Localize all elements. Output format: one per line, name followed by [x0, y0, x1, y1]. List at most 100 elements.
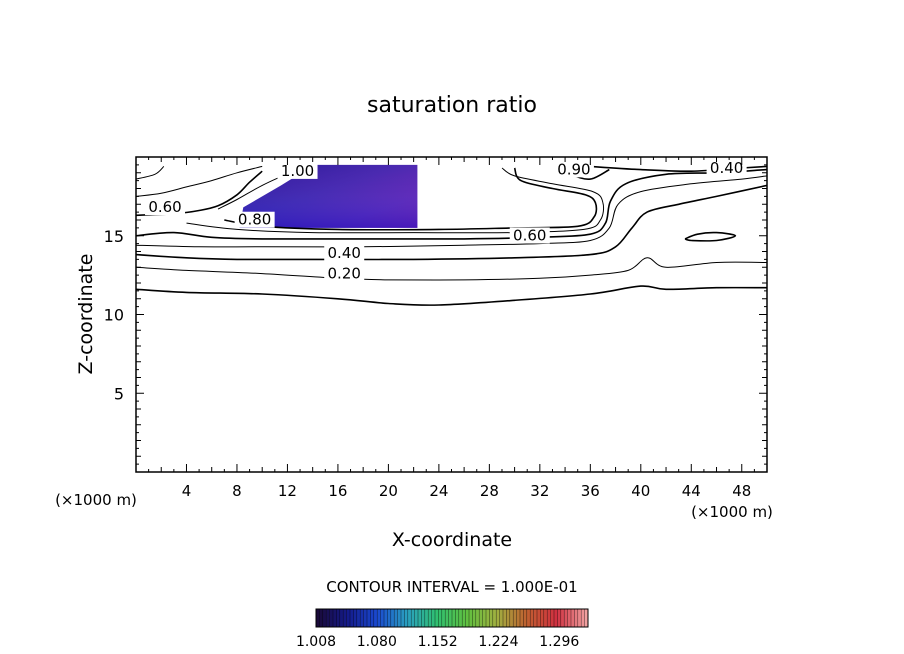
- colorbar-cell: [414, 609, 419, 627]
- y-unit-label: (×1000 m): [55, 491, 137, 509]
- contour-labels: 0.20 0.40 0.60 0.80 0.40 0.60 0.90 1.00: [145, 159, 747, 282]
- colorbar-cell: [319, 609, 323, 627]
- colorbar-cell: [424, 609, 429, 627]
- colorbar-cell: [462, 609, 466, 627]
- colorbar-cell: [445, 609, 449, 627]
- contour-line-3: [136, 175, 767, 248]
- contour-label-bg-14: [553, 161, 594, 178]
- colorbar-cell: [509, 609, 514, 627]
- colorbar-cell: [407, 609, 412, 627]
- colorbar-cell: [387, 609, 391, 627]
- contour-line-10: [136, 165, 263, 197]
- y-axis-label: Z-coordinate: [75, 254, 97, 375]
- colorbar-cell: [520, 609, 524, 627]
- colorbar-cells: [315, 609, 589, 627]
- colorbar-cell: [377, 609, 381, 627]
- x-tick-label: 24: [429, 482, 448, 500]
- colorbar-cell: [431, 609, 436, 627]
- colorbar-cell: [373, 609, 378, 627]
- colorbar-cell: [370, 609, 374, 627]
- contour-label-bg-15: [277, 162, 318, 179]
- colorbar-cell: [537, 609, 541, 627]
- colorbar-cell: [394, 609, 398, 627]
- contour-line-8: [590, 165, 767, 173]
- x-tick-label: 8: [232, 482, 242, 500]
- colorbar-cell: [577, 609, 582, 627]
- colorbar-cell: [499, 609, 504, 627]
- contour-label-bg-0: [324, 265, 365, 282]
- contour-line-1: [136, 257, 767, 281]
- colorbar-tick-labels: 1.008 1.080 1.152 1.224 1.296: [296, 634, 579, 650]
- colorbar-cell: [560, 609, 565, 627]
- contour-label-15: 1.00: [281, 162, 314, 180]
- colorbar-cell: [489, 609, 493, 627]
- x-tick-label: 48: [732, 482, 751, 500]
- contour-line-13: [684, 231, 737, 242]
- colorbar: 1.008 1.080 1.152 1.224 1.296: [296, 608, 589, 650]
- colorbar-cell: [465, 609, 470, 627]
- colorbar-cell: [367, 609, 371, 627]
- colorbar-cell: [455, 609, 459, 627]
- colorbar-tick-label: 1.296: [539, 634, 579, 650]
- x-unit-label: (×1000 m): [691, 503, 773, 521]
- contour-label-8: 0.40: [710, 159, 743, 177]
- colorbar-cell: [322, 609, 327, 627]
- x-tick-label: 12: [278, 482, 297, 500]
- colorbar-cell: [438, 609, 442, 627]
- colorbar-cell: [329, 609, 334, 627]
- x-tick-label: 32: [530, 482, 549, 500]
- colorbar-cell: [346, 609, 351, 627]
- colorbar-cell: [458, 609, 463, 627]
- x-tick-label: 44: [682, 482, 701, 500]
- contour-label-bg-4: [509, 227, 550, 244]
- colorbar-tick-label: 1.080: [357, 634, 397, 650]
- colorbar-cell: [550, 609, 555, 627]
- contour-label-0: 0.20: [328, 264, 361, 282]
- x-tick-label: 40: [631, 482, 650, 500]
- colorbar-cell: [547, 609, 551, 627]
- colorbar-cell: [316, 609, 320, 627]
- colorbar-cell: [360, 609, 364, 627]
- colorbar-cell: [350, 609, 354, 627]
- colorbar-cell: [506, 609, 510, 627]
- plot-area: 0.20 0.40 0.60 0.80 0.40 0.60 0.90 1.00: [136, 159, 767, 306]
- colorbar-cell: [452, 609, 456, 627]
- contour-line-6: [224, 167, 598, 231]
- colorbar-cell: [421, 609, 425, 627]
- contour-line-2: [136, 184, 767, 261]
- contour-interval-label: CONTOUR INTERVAL = 1.000E-01: [326, 578, 577, 596]
- colorbar-tick-label: 1.224: [478, 634, 518, 650]
- y-tick-label: 10: [104, 306, 124, 325]
- colorbar-cell: [404, 609, 408, 627]
- colorbar-cell: [418, 609, 422, 627]
- colorbar-frame: [315, 608, 589, 628]
- x-tick-label: 28: [480, 482, 499, 500]
- colorbar-cell: [384, 609, 388, 627]
- y-axis-ticks: 5 10 15: [104, 164, 767, 465]
- x-tick-label: 20: [379, 482, 398, 500]
- contour-label-4: 0.60: [513, 226, 546, 244]
- colorbar-cell: [343, 609, 347, 627]
- colorbar-cell: [492, 609, 497, 627]
- contour-line-11: [136, 166, 165, 180]
- contour-label-14: 0.90: [557, 160, 590, 178]
- colorbar-cell: [339, 609, 344, 627]
- colorbar-cell: [435, 609, 439, 627]
- colorbar-cell: [533, 609, 538, 627]
- colorbar-cell: [513, 609, 517, 627]
- x-axis-ticks: 4 8 12 16 20 24 28 32 36 40 44 48: [148, 157, 755, 500]
- colorbar-cell: [326, 609, 330, 627]
- colorbar-cell: [554, 609, 558, 627]
- colorbar-cell: [567, 609, 572, 627]
- colorbar-cell: [356, 609, 361, 627]
- supersaturated-region-shading: [239, 164, 418, 228]
- plot-frame: [135, 156, 768, 473]
- colorbar-cell: [581, 609, 585, 627]
- colorbar-cell: [557, 609, 561, 627]
- y-tick-label: 15: [104, 227, 124, 246]
- chart-title: saturation ratio: [367, 93, 537, 118]
- colorbar-cell: [496, 609, 500, 627]
- colorbar-cell: [448, 609, 453, 627]
- x-tick-label: 16: [328, 482, 347, 500]
